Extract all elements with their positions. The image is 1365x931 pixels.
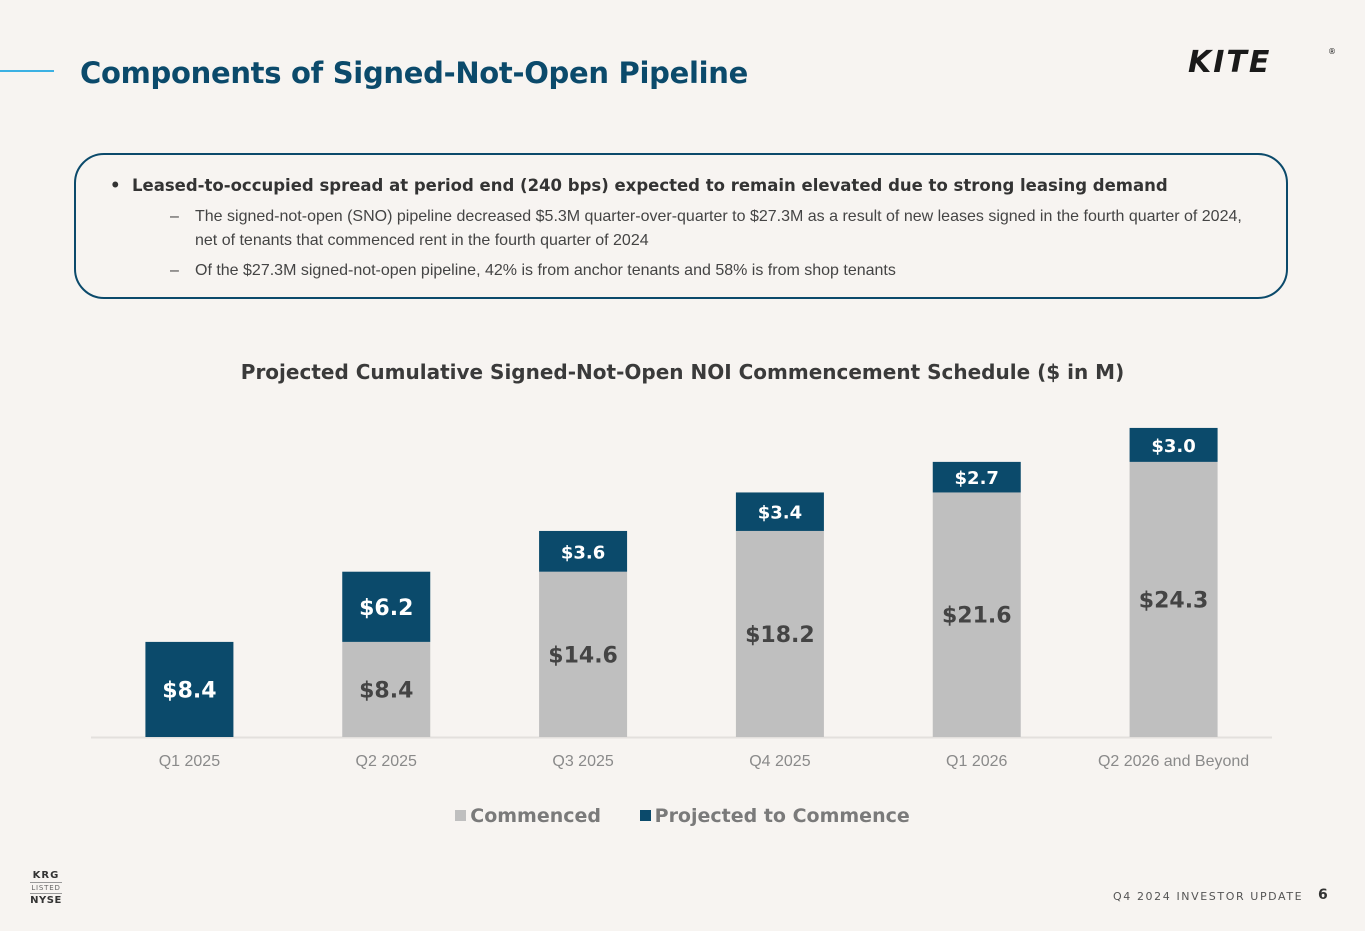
bar-projected (735, 492, 824, 531)
bar-projected (145, 641, 234, 737)
x-tick-label: Q3 2025 (552, 753, 613, 770)
x-tick-label: Q2 2025 (356, 753, 417, 770)
bar-projected (342, 571, 431, 642)
chart-legend: Commenced Projected to Commence (0, 805, 1365, 827)
data-label: $3.6 (561, 542, 605, 563)
title-accent-rule (0, 70, 54, 72)
legend-item-projected: Projected to Commence (639, 805, 910, 827)
bar-projected (1129, 427, 1218, 462)
sub-bullet: – The signed-not-open (SNO) pipeline dec… (170, 205, 1260, 253)
data-label: $2.7 (955, 468, 999, 489)
bar-commenced (932, 492, 1021, 737)
data-label: $14.6 (548, 643, 618, 668)
x-tick-label: Q1 2025 (159, 753, 220, 770)
bar-commenced (735, 530, 824, 737)
legend-swatch (455, 810, 467, 821)
sub-bullet-text: Of the $27.3M signed-not-open pipeline, … (195, 262, 896, 279)
exchange: NYSE (30, 895, 62, 906)
x-tick-label: Q1 2026 (946, 753, 1007, 770)
report-name: Q4 2024 INVESTOR UPDATE (1113, 890, 1304, 903)
x-tick-label: Q2 2026 and Beyond (1098, 753, 1249, 770)
bar-commenced (1129, 461, 1218, 737)
bar-commenced (539, 571, 628, 737)
data-label: $18.2 (745, 623, 815, 648)
data-label: $21.6 (942, 604, 1012, 629)
main-bullet-text: Leased-to-occupied spread at period end … (132, 176, 1168, 195)
sub-bullet: – Of the $27.3M signed-not-open pipeline… (170, 259, 1260, 283)
data-label: $6.2 (359, 596, 413, 621)
dash-icon: – (170, 208, 179, 225)
bullet-icon: • (110, 176, 121, 195)
page-number: 6 (1318, 887, 1328, 903)
legend-label: Commenced (470, 805, 602, 827)
bar-commenced (342, 641, 431, 737)
page-title: Components of Signed-Not-Open Pipeline (80, 56, 748, 90)
main-bullet: • Leased-to-occupied spread at period end… (110, 176, 1168, 195)
ticker: KRG (32, 870, 60, 881)
data-label: $8.4 (162, 678, 216, 703)
x-tick-label: Q4 2025 (749, 753, 810, 770)
kite-logo: KITE ® (1188, 45, 1336, 80)
dash-icon: – (170, 262, 179, 279)
data-label: $3.0 (1151, 436, 1195, 457)
bar-projected (539, 530, 628, 572)
logo-text: KITE (1188, 45, 1271, 80)
sub-bullet-text: The signed-not-open (SNO) pipeline decre… (195, 208, 1242, 249)
registered-mark: ® (1328, 47, 1336, 56)
data-label: $24.3 (1139, 588, 1209, 613)
nyse-listed-badge: KRG LISTED NYSE (30, 870, 62, 906)
listed-label: LISTED (30, 882, 62, 894)
chart-title: Projected Cumulative Signed-Not-Open NOI… (240, 360, 1125, 384)
data-label: $3.4 (758, 503, 802, 524)
legend-swatch (639, 810, 651, 821)
legend-label: Projected to Commence (654, 805, 910, 827)
legend-item-commenced: Commenced (455, 805, 601, 827)
summary-callout (74, 153, 1288, 299)
bar-projected (932, 461, 1021, 493)
data-label: $8.4 (359, 678, 413, 703)
